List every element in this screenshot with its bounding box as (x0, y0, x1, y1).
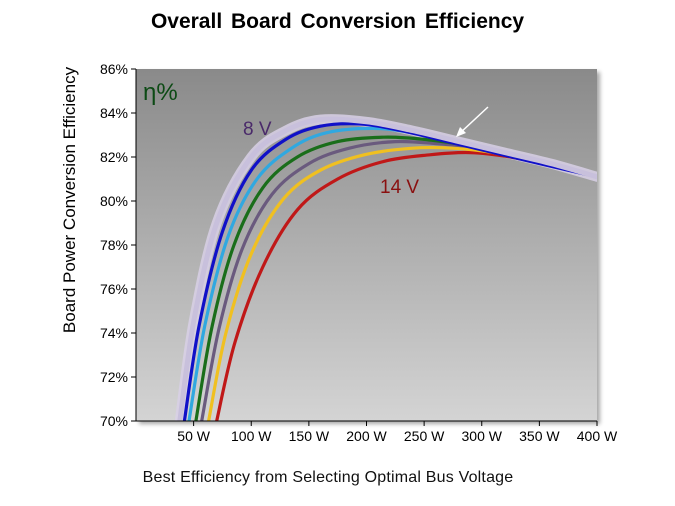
pointer-arrow-head (456, 127, 466, 137)
x-tick-label: 200 W (346, 428, 387, 444)
x-tick-label: 100 W (231, 428, 272, 444)
chart-caption: Best Efficiency from Selecting Optimal B… (142, 469, 514, 486)
x-tick-label: 250 W (404, 428, 445, 444)
y-tick-label: 86% (100, 61, 128, 77)
voltage-label-14v: 14 V (380, 177, 419, 198)
series-line-0 (177, 116, 597, 421)
y-tick-label: 82% (100, 149, 128, 165)
x-tick-label: 300 W (462, 428, 503, 444)
y-tick-label: 72% (100, 369, 128, 385)
series-line-1 (182, 122, 597, 421)
y-tick-label: 76% (100, 281, 128, 297)
x-tick-label: 350 W (519, 428, 560, 444)
y-tick-label: 84% (100, 105, 128, 121)
y-tick-label: 70% (100, 413, 128, 429)
voltage-label-8v: 8 V (243, 119, 272, 140)
y-tick-label: 80% (100, 193, 128, 209)
eta-symbol-label: η% (143, 79, 178, 106)
x-tick-label: 50 W (177, 428, 210, 444)
pointer-arrow-shaft (458, 106, 489, 135)
x-tick-label: 150 W (289, 428, 330, 444)
chart-title: Overall Board Conversion Efficiency (150, 10, 525, 33)
y-tick-label: 74% (100, 325, 128, 341)
x-tick-label: 400 W (577, 428, 618, 444)
y-tick-label: 78% (100, 237, 128, 253)
